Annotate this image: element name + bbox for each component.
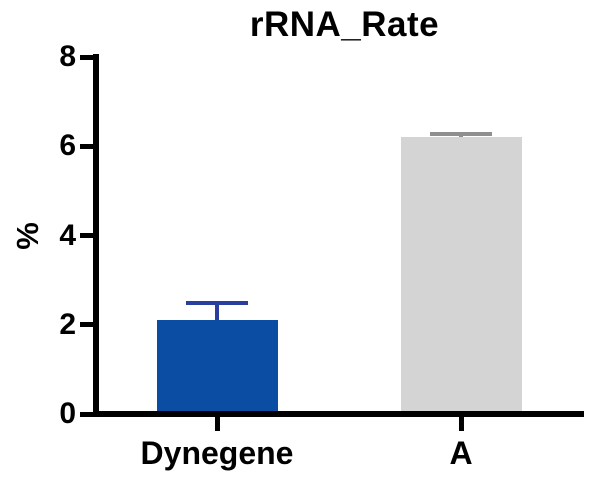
y-axis-line	[93, 54, 99, 417]
y-tick-label: 2	[59, 307, 76, 341]
error-bar-cap	[430, 132, 492, 136]
y-tick-mark	[80, 143, 93, 149]
error-bar-cap	[186, 301, 248, 305]
y-tick-mark	[80, 54, 93, 60]
bar-dynegene	[156, 320, 278, 413]
x-tick-mark	[214, 417, 220, 431]
y-tick-mark	[80, 411, 93, 417]
x-tick-label: Dynegene	[140, 435, 294, 471]
bar-a	[400, 137, 522, 413]
y-tick-mark	[80, 233, 93, 238]
chart-title: rRNA_Rate	[249, 5, 440, 44]
x-tick-mark	[458, 417, 464, 431]
y-tick-mark	[80, 322, 93, 328]
error-bar-stem	[459, 136, 463, 137]
y-tick-label: 6	[59, 129, 76, 163]
y-tick-label: 0	[59, 397, 76, 430]
y-tick-label: 4	[59, 218, 76, 252]
x-tick-label: A	[449, 435, 473, 471]
y-tick-label: 8	[59, 40, 76, 73]
error-bar-stem	[215, 305, 219, 320]
x-axis-line	[93, 411, 584, 417]
